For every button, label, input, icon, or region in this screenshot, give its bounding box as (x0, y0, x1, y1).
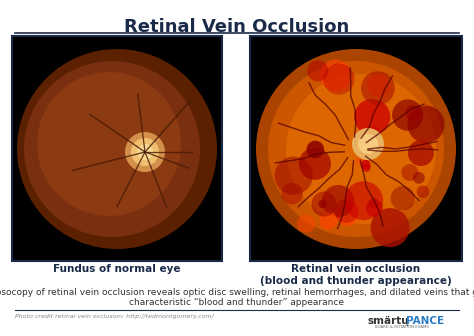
Text: PANCE: PANCE (406, 316, 444, 326)
Circle shape (125, 132, 165, 172)
Circle shape (392, 99, 423, 131)
Text: Fundus of normal eye: Fundus of normal eye (53, 264, 181, 274)
Circle shape (37, 72, 181, 216)
Circle shape (319, 200, 327, 208)
Circle shape (361, 160, 371, 170)
Circle shape (323, 64, 355, 95)
Text: Retinal Vein Occlusion: Retinal Vein Occlusion (124, 18, 350, 36)
Circle shape (334, 199, 358, 223)
Circle shape (417, 185, 429, 198)
Circle shape (281, 183, 303, 204)
Circle shape (286, 74, 436, 224)
Circle shape (17, 49, 217, 249)
Circle shape (256, 49, 456, 249)
Circle shape (407, 106, 445, 143)
Circle shape (131, 138, 159, 166)
Circle shape (297, 214, 315, 233)
Text: Retinal vein occlusion
(blood and thunder appearance): Retinal vein occlusion (blood and thunde… (260, 264, 452, 286)
Circle shape (311, 192, 337, 216)
Circle shape (319, 212, 337, 229)
Text: Photo credit retinal vein occlusion: http://tedmontgomery.com/: Photo credit retinal vein occlusion: htt… (15, 314, 214, 319)
Circle shape (371, 208, 410, 247)
Circle shape (352, 128, 384, 160)
FancyBboxPatch shape (250, 36, 462, 261)
Circle shape (408, 140, 434, 166)
Circle shape (354, 99, 390, 135)
Circle shape (319, 59, 351, 91)
Circle shape (413, 172, 425, 184)
Circle shape (322, 185, 354, 217)
Circle shape (371, 127, 379, 135)
Circle shape (369, 198, 379, 208)
Circle shape (268, 61, 444, 237)
Circle shape (307, 60, 328, 81)
Circle shape (362, 164, 371, 172)
Circle shape (405, 105, 421, 120)
Text: BOARD & ROTATION EXAMS: BOARD & ROTATION EXAMS (375, 325, 429, 329)
Text: smärtų: smärtų (368, 316, 410, 326)
Circle shape (137, 144, 153, 160)
Circle shape (361, 71, 395, 105)
Circle shape (274, 157, 313, 195)
Circle shape (24, 61, 200, 237)
Circle shape (401, 164, 419, 181)
FancyBboxPatch shape (12, 36, 222, 261)
Circle shape (336, 203, 358, 226)
Circle shape (391, 186, 415, 210)
Text: Fundosocopy of retinal vein occlusion reveals optic disc swelling, retinal hemor: Fundosocopy of retinal vein occlusion re… (0, 288, 474, 307)
Circle shape (365, 200, 383, 217)
Circle shape (356, 157, 364, 165)
Circle shape (299, 148, 331, 180)
Circle shape (367, 74, 390, 97)
Circle shape (344, 181, 383, 220)
Circle shape (307, 141, 324, 158)
Circle shape (358, 134, 378, 154)
